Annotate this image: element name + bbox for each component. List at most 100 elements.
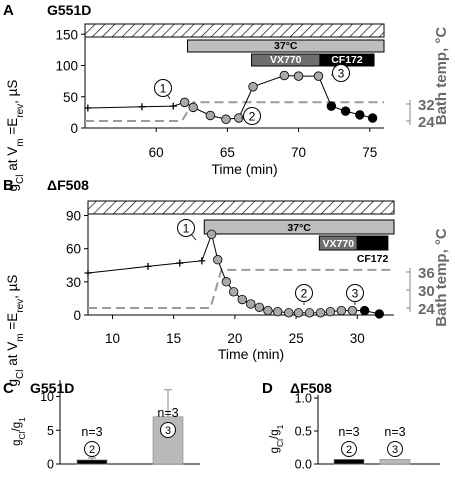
condition-label: 37°C xyxy=(274,40,298,52)
condition-bar xyxy=(356,235,389,251)
x-tick-label: 65 xyxy=(220,145,235,160)
bar xyxy=(333,459,365,465)
panel-letter: A xyxy=(3,2,14,19)
x-tick-label: 60 xyxy=(149,145,164,160)
condition-bar xyxy=(187,39,385,53)
x-tick-label: 15 xyxy=(166,331,181,346)
data-point xyxy=(221,114,231,124)
y2-tick-label: 24 xyxy=(418,301,435,318)
data-point xyxy=(304,308,315,318)
annotation-marker xyxy=(154,79,172,97)
y2-tick-label: 24 xyxy=(418,114,435,131)
y-tick-label: 100 xyxy=(55,59,78,74)
data-point xyxy=(213,255,223,265)
data-point xyxy=(279,70,290,81)
data-point xyxy=(254,302,265,312)
data-point xyxy=(206,229,217,240)
n-label: n=3 xyxy=(384,425,405,439)
panel-title: G551D xyxy=(47,2,91,18)
data-point xyxy=(355,110,365,120)
bar xyxy=(76,459,108,465)
panel-title: G551D xyxy=(30,380,74,396)
data-point xyxy=(138,103,146,111)
category-label: 2 xyxy=(346,444,352,456)
category-marker xyxy=(84,441,100,457)
y2-tick-label: 36 xyxy=(418,265,435,282)
y-tick-label: 10 xyxy=(40,390,54,404)
data-point xyxy=(84,104,92,112)
category-label: 3 xyxy=(392,444,398,456)
panel-d: D ΔF508 0.0 0.5 1.0 gCl/g1 2 n=3 3 n=3 xyxy=(262,380,440,472)
data-point xyxy=(326,101,337,111)
x-tick-label: 20 xyxy=(227,331,242,346)
data-point xyxy=(347,305,358,316)
panel-a: A G551D 37°C VX770 CF172 60 65 70 75 0 50 100 150 Tim… xyxy=(3,2,450,191)
y-tick-label: 30 xyxy=(66,275,81,290)
x-tick-label: 30 xyxy=(350,331,365,346)
annotation-label: 1 xyxy=(183,222,190,236)
data-point xyxy=(340,106,351,116)
temperature-trace xyxy=(85,101,384,122)
y-axis-label: gCl at Vm =Erev, µS xyxy=(5,275,26,387)
data-point xyxy=(176,259,184,267)
data-point xyxy=(374,309,385,319)
x-tick-label: 25 xyxy=(289,331,304,346)
panel-title: ΔF508 xyxy=(47,177,89,193)
data-point xyxy=(205,110,215,121)
data-point xyxy=(325,306,336,317)
panel-c: C G551D 0 5 10 gCl/g1 2 n=3 3 n=3 xyxy=(3,380,200,472)
category-marker xyxy=(387,441,403,457)
data-point xyxy=(315,308,326,318)
data-point xyxy=(367,113,378,123)
data-point xyxy=(313,71,324,81)
y-tick-label: 0.5 xyxy=(295,425,312,439)
y-tick-label: 90 xyxy=(66,209,81,224)
x-tick-label: 75 xyxy=(362,145,377,160)
condition-bar xyxy=(87,200,395,215)
data-point xyxy=(198,257,206,265)
category-label: 2 xyxy=(89,444,95,456)
panel-letter: B xyxy=(3,177,14,194)
annotation-marker xyxy=(346,284,364,302)
annotation-marker xyxy=(243,107,261,125)
data-point xyxy=(248,82,258,92)
data-point xyxy=(84,269,92,277)
y-tick-label: 0 xyxy=(70,121,78,136)
annotation-marker xyxy=(295,284,313,302)
data-point xyxy=(293,71,304,81)
bar xyxy=(379,459,411,465)
y2-axis-label: Bath temp, °C xyxy=(433,27,450,126)
y-tick-label: 0.0 xyxy=(295,458,312,472)
annotation-marker xyxy=(332,64,350,82)
y-tick-label: 1.0 xyxy=(295,392,312,406)
data-point xyxy=(293,308,304,318)
category-label: 3 xyxy=(165,425,171,437)
category-marker xyxy=(341,441,357,457)
condition-bar xyxy=(319,53,375,67)
data-point xyxy=(228,287,239,297)
y2-tick-label: 32 xyxy=(418,97,435,114)
annotation-label: 1 xyxy=(160,82,167,96)
y2-tick-label: 30 xyxy=(418,283,435,300)
data-point xyxy=(237,294,247,305)
y-tick-label: 0 xyxy=(73,308,81,323)
data-point xyxy=(221,277,232,287)
x-axis-label: Time (min) xyxy=(211,161,277,177)
y-axis-label: gCl/g1 xyxy=(269,424,285,453)
y-tick-label: 60 xyxy=(66,242,81,257)
conductance-trace xyxy=(87,74,373,120)
data-point xyxy=(188,102,198,113)
condition-bar xyxy=(203,219,395,235)
x-axis-label: Time (min) xyxy=(218,346,284,362)
y-tick-label: 150 xyxy=(55,27,78,42)
condition-label: VX770 xyxy=(323,238,355,250)
y-tick-label: 50 xyxy=(63,90,78,105)
condition-label: CF172 xyxy=(357,253,389,265)
data-point xyxy=(169,102,177,110)
annotation-label: 2 xyxy=(249,110,256,124)
n-label: n=3 xyxy=(157,406,178,420)
data-point xyxy=(336,305,347,316)
x-tick-label: 10 xyxy=(105,331,120,346)
